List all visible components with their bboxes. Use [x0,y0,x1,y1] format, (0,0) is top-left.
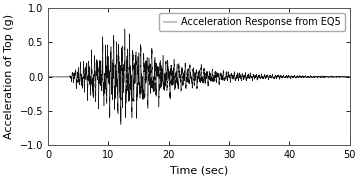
Acceleration Response from EQ5 [123,28,127,30]
Legend: Acceleration Response from EQ5: Acceleration Response from EQ5 [159,13,345,31]
Acceleration Response from EQ5 [77,77,81,79]
Acceleration Response from EQ5 [254,74,258,76]
Acceleration Response from EQ5 [250,76,255,78]
Acceleration Response from EQ5 [105,81,109,83]
Acceleration Response from EQ5 [119,123,123,126]
Acceleration Response from EQ5 [347,76,352,78]
Y-axis label: Acceleration of Top (g): Acceleration of Top (g) [4,14,14,139]
Acceleration Response from EQ5 [222,78,226,80]
Acceleration Response from EQ5 [333,76,337,78]
X-axis label: Time (sec): Time (sec) [170,166,228,176]
Acceleration Response from EQ5 [46,76,50,78]
Line: Acceleration Response from EQ5: Acceleration Response from EQ5 [48,29,350,125]
